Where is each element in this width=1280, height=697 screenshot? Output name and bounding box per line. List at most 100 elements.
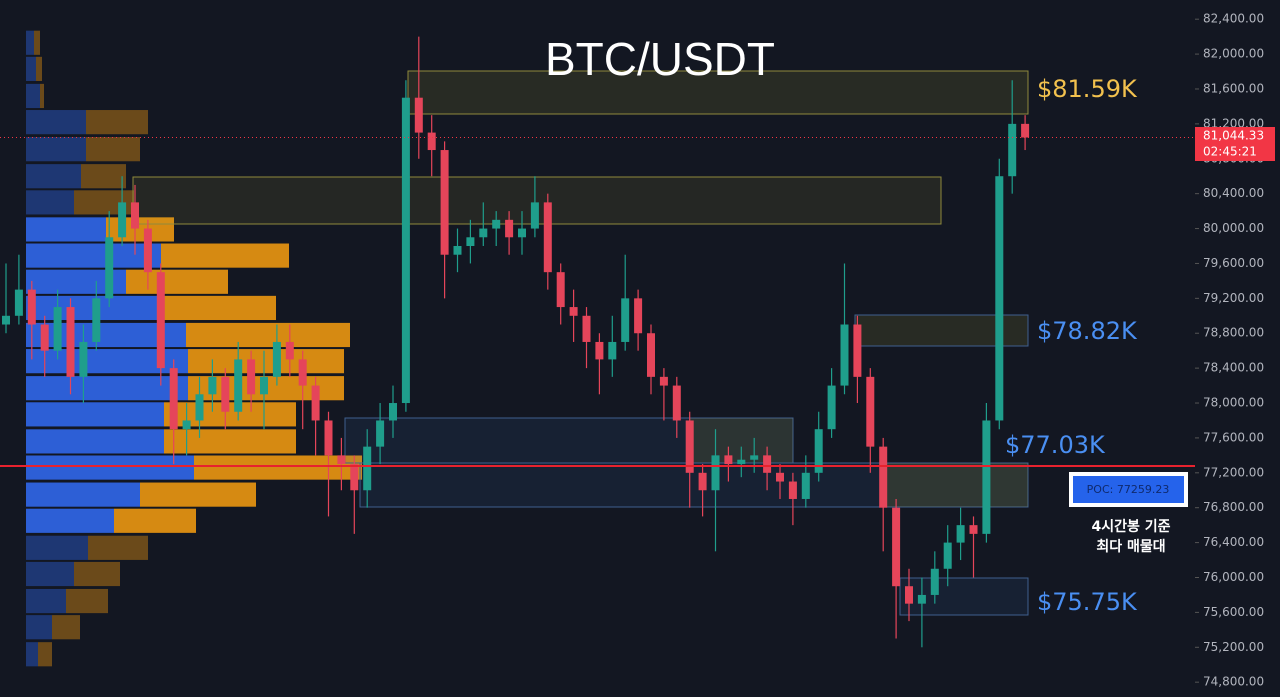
candle-body: [505, 219, 514, 238]
y-tick-label: 76,400.00: [1203, 535, 1264, 549]
candle-body: [221, 376, 230, 412]
candle-body: [750, 455, 759, 460]
candle-body: [208, 376, 217, 395]
y-tick-label: 81,600.00: [1203, 81, 1264, 95]
annotation: $77.03K: [1005, 431, 1106, 459]
candle-body: [182, 420, 191, 430]
candle-body: [621, 298, 630, 342]
zone: [407, 70, 1029, 115]
profile-sell: [164, 429, 296, 454]
candle-body: [440, 150, 449, 255]
candle-body: [608, 341, 617, 360]
profile-buy: [26, 56, 36, 81]
profile-sell: [114, 508, 196, 533]
candle-body: [92, 298, 101, 342]
candle-body: [401, 97, 410, 404]
candle-body: [776, 472, 784, 482]
y-tick-label: 77,200.00: [1203, 465, 1264, 479]
candle-body: [260, 376, 268, 395]
candle-body: [647, 333, 655, 377]
profile-sell: [40, 83, 44, 109]
y-tick-label: 78,000.00: [1203, 396, 1264, 410]
profile-buy: [26, 190, 74, 215]
candle-body: [827, 385, 836, 430]
profile-sell: [52, 615, 80, 640]
candle-body: [131, 202, 139, 229]
profile-sell: [106, 217, 174, 242]
candle-body: [634, 298, 643, 334]
candle-body: [234, 359, 243, 412]
candle-body: [853, 324, 862, 377]
candle-body: [866, 376, 875, 447]
note: 최다 매물대: [1096, 539, 1165, 555]
y-tick-label: 82,400.00: [1203, 12, 1264, 26]
candle-body: [337, 455, 346, 465]
profile-sell: [158, 295, 276, 321]
candle-body: [143, 228, 152, 273]
candle-body: [840, 324, 849, 386]
zone: [880, 463, 1028, 507]
candle-body: [672, 385, 681, 421]
candle-body: [298, 359, 307, 386]
candles: [0, 36, 1195, 648]
y-tick-label: 79,200.00: [1203, 291, 1264, 305]
candle-body: [118, 202, 127, 238]
candle-body: [582, 315, 591, 342]
y-axis: 82,400.0082,000.0081,600.0081,200.0080,8…: [1195, 12, 1264, 689]
candle-body: [892, 507, 901, 587]
candle-body: [195, 394, 204, 421]
y-tick-label: 80,400.00: [1203, 186, 1264, 200]
candle-body: [995, 176, 1004, 421]
candle-body: [376, 420, 385, 447]
y-tick-label: 79,600.00: [1203, 256, 1264, 270]
annotation: $81.59K: [1037, 75, 1138, 103]
candle-body: [156, 272, 165, 369]
profile-sell: [38, 642, 52, 667]
y-tick-label: 80,000.00: [1203, 221, 1264, 235]
candle-body: [737, 459, 746, 465]
profile-buy: [26, 561, 74, 587]
volume-profile: [26, 30, 362, 667]
profile-sell: [194, 455, 362, 480]
profile-sell: [86, 110, 148, 135]
profile-sell: [86, 137, 140, 162]
profile-buy: [26, 402, 164, 427]
candle-body: [788, 481, 797, 499]
candle-body: [40, 324, 49, 351]
profile-sell: [186, 322, 350, 348]
candle-body: [1021, 123, 1030, 138]
profile-buy: [26, 642, 38, 667]
profile-buy: [26, 588, 66, 614]
candle-body: [969, 525, 978, 534]
candle-body: [389, 403, 397, 421]
candle-body: [79, 341, 88, 377]
candle-body: [466, 237, 475, 246]
profile-sell: [161, 243, 289, 268]
profile-sell: [140, 482, 256, 507]
profile-sell: [34, 30, 40, 55]
candle-body: [763, 455, 772, 473]
poc-label: POC: 77259.23: [1087, 483, 1170, 496]
candle-body: [453, 246, 462, 255]
candle-body: [414, 97, 423, 133]
chart-title: BTC/USDT: [545, 33, 775, 85]
profile-buy: [26, 83, 40, 109]
candle-body: [311, 385, 320, 421]
profile-buy: [26, 243, 161, 268]
candle-body: [53, 307, 62, 351]
profile-buy: [26, 376, 188, 401]
candle-body: [724, 455, 733, 465]
profile-buy: [26, 615, 52, 640]
y-tick-label: 75,600.00: [1203, 605, 1264, 619]
profile-buy: [26, 429, 164, 454]
profile-sell: [188, 349, 344, 374]
poc-box: [1073, 476, 1184, 503]
candle-body: [169, 368, 178, 430]
candle-body: [1008, 123, 1017, 177]
candle-body: [363, 446, 372, 491]
candle-body: [659, 376, 668, 386]
candle-body: [2, 315, 10, 325]
candle-body: [698, 472, 707, 491]
profile-sell: [81, 164, 126, 189]
